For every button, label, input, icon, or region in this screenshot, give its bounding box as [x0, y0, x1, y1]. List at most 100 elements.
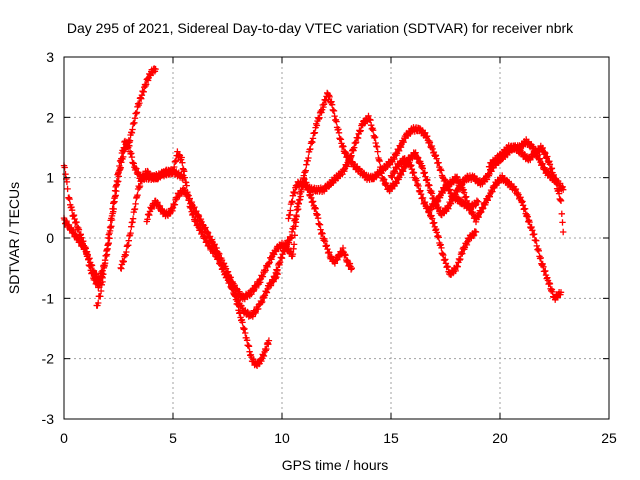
data-point	[331, 260, 339, 267]
data-point	[397, 144, 405, 151]
data-point	[422, 173, 429, 180]
data-point	[339, 244, 347, 252]
data-point	[100, 271, 107, 278]
data-point	[234, 301, 242, 308]
data-point	[181, 168, 188, 175]
data-point	[271, 274, 279, 281]
y-tick-label: 0	[46, 230, 54, 246]
data-point	[265, 337, 273, 344]
data-point	[434, 198, 441, 205]
series-track-4	[117, 148, 281, 320]
data-point	[127, 229, 134, 237]
data-point	[239, 319, 246, 326]
data-point	[533, 242, 540, 250]
data-point	[400, 139, 407, 146]
data-point	[230, 291, 238, 298]
data-point	[526, 218, 533, 226]
data-point	[146, 211, 153, 219]
data-point	[70, 213, 77, 220]
data-point	[99, 278, 106, 286]
data-point	[555, 187, 562, 194]
data-point	[440, 251, 447, 259]
data-point	[438, 244, 445, 252]
data-point	[373, 143, 381, 151]
data-point	[183, 182, 190, 189]
data-point	[309, 198, 317, 205]
data-point	[412, 149, 419, 156]
y-tick-label: -2	[42, 351, 55, 367]
data-point	[95, 299, 102, 307]
data-point	[304, 157, 311, 165]
data-point	[171, 163, 178, 171]
data-point	[455, 178, 463, 185]
series-track-7	[270, 172, 355, 284]
data-point	[252, 309, 259, 317]
data-point	[470, 232, 477, 240]
y-tick-label: 2	[46, 109, 54, 125]
data-point	[257, 279, 264, 286]
data-point	[290, 223, 297, 230]
data-point	[437, 241, 444, 248]
data-point	[236, 288, 243, 295]
data-point	[129, 126, 136, 133]
data-point	[258, 357, 265, 365]
data-point	[123, 248, 130, 256]
data-point	[241, 325, 248, 333]
data-point	[398, 171, 405, 179]
data-point	[418, 163, 425, 171]
data-point	[108, 223, 115, 230]
data-point	[424, 176, 431, 184]
data-point	[417, 187, 424, 194]
data-point	[211, 241, 218, 248]
data-point	[560, 186, 567, 193]
data-point	[216, 250, 223, 258]
data-point	[559, 219, 566, 226]
data-point	[267, 282, 275, 289]
data-point	[371, 134, 378, 142]
y-tick-label: 3	[46, 49, 54, 65]
data-point	[352, 139, 360, 146]
data-point	[371, 134, 379, 141]
data-point	[356, 128, 364, 135]
data-point	[229, 286, 236, 293]
data-point	[83, 248, 91, 255]
data-point	[181, 174, 188, 181]
data-point	[472, 228, 480, 236]
data-point	[544, 153, 551, 160]
data-point	[307, 145, 314, 153]
data-point	[128, 153, 136, 161]
data-point	[179, 159, 186, 166]
data-point	[419, 165, 426, 172]
data-point	[350, 147, 357, 154]
data-point	[197, 215, 205, 223]
data-point	[435, 159, 442, 166]
data-point	[259, 273, 267, 280]
data-point	[68, 207, 76, 214]
data-point	[539, 144, 546, 152]
x-tick-label: 5	[169, 430, 177, 446]
data-point	[419, 194, 427, 202]
data-point	[201, 225, 208, 232]
data-point	[141, 174, 148, 181]
data-point	[519, 202, 527, 209]
data-point	[365, 112, 372, 120]
data-point	[429, 215, 436, 222]
data-point	[132, 200, 139, 208]
data-point	[204, 228, 211, 236]
data-point	[110, 199, 117, 206]
data-point	[465, 201, 472, 208]
data-point	[104, 242, 111, 249]
data-point	[432, 152, 440, 159]
data-point	[64, 185, 71, 193]
data-point	[102, 252, 109, 260]
data-point	[326, 93, 333, 101]
data-point	[326, 249, 333, 256]
data-point	[375, 156, 383, 163]
data-point	[315, 220, 322, 227]
data-point	[345, 158, 353, 166]
data-point	[376, 157, 383, 165]
data-point	[263, 289, 271, 296]
data-point	[560, 228, 567, 236]
data-point	[335, 129, 343, 136]
